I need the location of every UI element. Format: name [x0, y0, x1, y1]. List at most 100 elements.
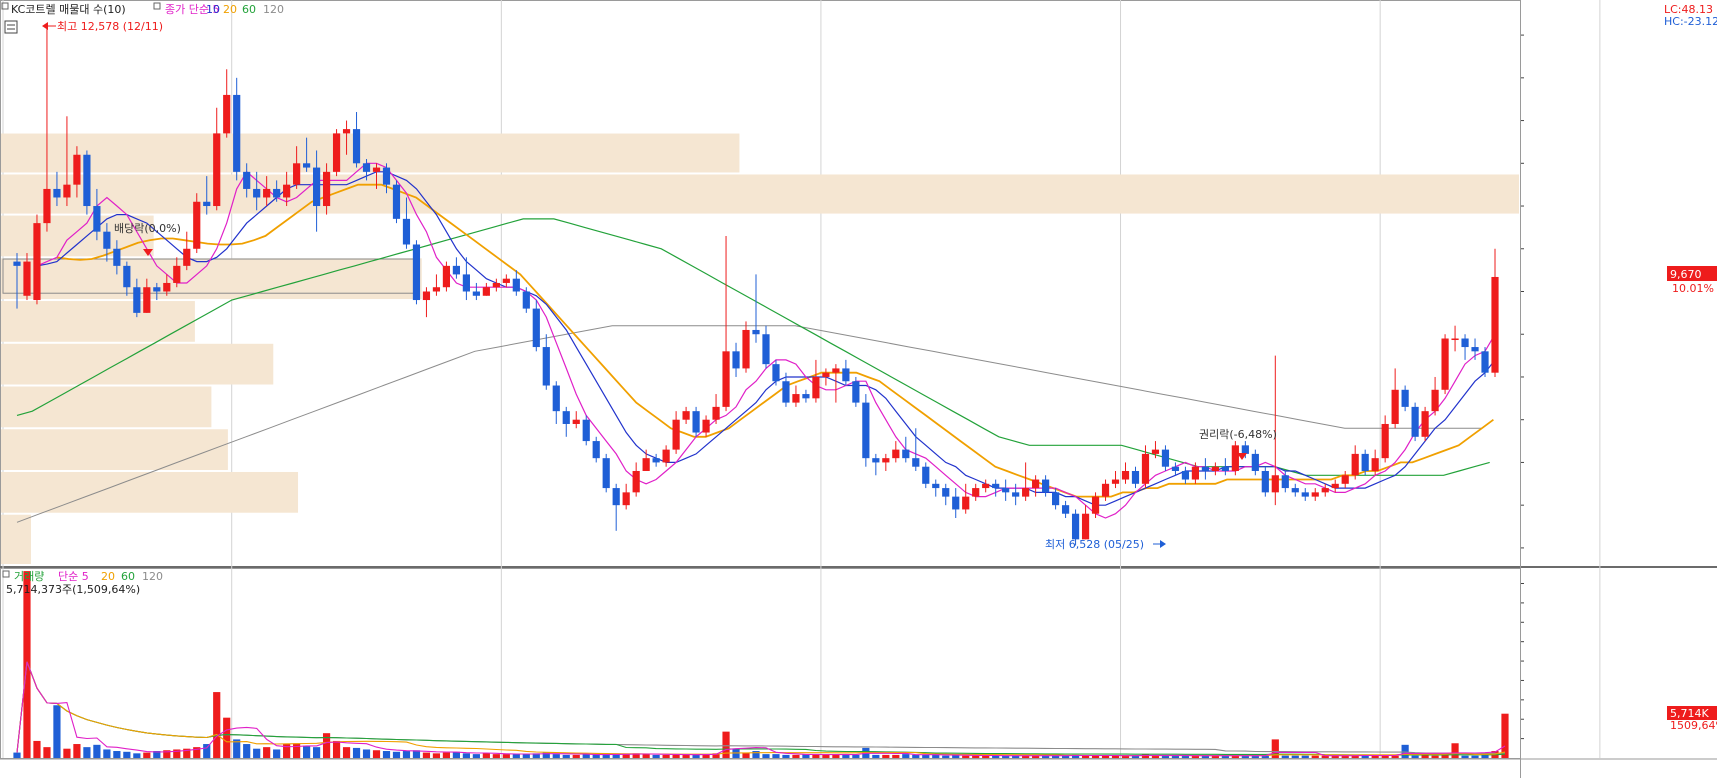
- candle-body: [462, 274, 470, 292]
- candle-body: [1111, 479, 1120, 484]
- volume-bar: [742, 752, 750, 758]
- candle-body: [412, 244, 421, 301]
- ma10-label: 10: [206, 3, 220, 16]
- volume-bar: [183, 748, 191, 758]
- volume-bar: [1381, 755, 1389, 758]
- volume-bar: [1371, 755, 1379, 758]
- candle-body: [852, 381, 860, 403]
- volume-bar: [1341, 755, 1349, 758]
- series-name: KC코트렐 매물대 수(10): [11, 3, 126, 16]
- volume-bar: [442, 752, 451, 758]
- volume-bar: [592, 754, 600, 758]
- volume-bar: [362, 749, 371, 758]
- volume-bar: [63, 748, 71, 758]
- volume-title: 거래량: [14, 570, 44, 583]
- volume-bar: [522, 754, 530, 758]
- candle-body: [1381, 423, 1389, 459]
- volume-bar: [882, 754, 890, 758]
- volume-bar: [263, 747, 271, 758]
- volume-bar: [752, 751, 760, 758]
- volume-bar: [632, 753, 640, 758]
- volume-bar: [1061, 755, 1070, 758]
- volume-bar: [1431, 755, 1439, 758]
- legend-marker-icon: [1, 2, 9, 10]
- volume-bar: [1012, 755, 1020, 758]
- candle-body: [1471, 347, 1479, 352]
- volume-bar: [1241, 755, 1249, 758]
- candle-body: [672, 419, 680, 450]
- ma120-line: [16, 325, 1483, 523]
- volume-bar: [572, 754, 580, 758]
- volume-bar: [1181, 755, 1190, 758]
- table-toggle-icon[interactable]: [4, 20, 18, 34]
- volume-bar: [432, 753, 441, 758]
- volume-bar: [1461, 755, 1469, 758]
- candle-body: [862, 402, 870, 459]
- candle-body: [213, 133, 221, 207]
- volume-bar: [173, 749, 181, 758]
- volume-bar: [1251, 755, 1259, 758]
- volume-bar: [163, 750, 171, 758]
- candle-body: [882, 458, 890, 463]
- volume-bar: [1002, 755, 1010, 758]
- candle-body: [732, 351, 740, 369]
- candle-body: [1012, 492, 1020, 497]
- candle-body: [183, 248, 191, 266]
- volume-current-label: 5,714,373주(1,509,64%): [6, 583, 140, 596]
- candle-body: [1201, 466, 1209, 471]
- candle-body: [123, 265, 131, 288]
- candle-body: [73, 154, 81, 185]
- candle-body: [203, 201, 211, 207]
- volume-bar: [852, 754, 860, 758]
- volume-bar: [133, 753, 141, 758]
- volume-bar: [1501, 713, 1509, 758]
- candle-body: [303, 163, 311, 168]
- volume-bar: [1211, 755, 1219, 758]
- volume-bar: [83, 747, 91, 758]
- candle-body: [1151, 449, 1160, 454]
- volume-bar: [652, 754, 660, 758]
- volume-bar: [1141, 754, 1150, 758]
- volume-bar: [223, 717, 231, 758]
- volume-bar: [642, 754, 650, 758]
- volume-bar: [1221, 755, 1229, 758]
- last-price-tag: [1667, 266, 1717, 281]
- volume-bar: [1321, 755, 1329, 758]
- candle-body: [362, 163, 371, 172]
- volume-bar: [422, 752, 431, 758]
- volume-bar: [692, 754, 700, 758]
- volume-profile-bar: [1, 215, 154, 257]
- volume-bar: [1022, 755, 1030, 758]
- volume-bar: [472, 754, 480, 758]
- candle-body: [253, 188, 261, 198]
- candle-body: [1171, 466, 1180, 471]
- volume-bar: [732, 749, 740, 758]
- high-annotation: 최고 12,578 (12/11): [42, 20, 163, 33]
- volume-bar: [962, 755, 970, 758]
- volume-bar: [812, 754, 820, 758]
- volume-bar: [213, 692, 221, 758]
- candle-body: [1161, 449, 1170, 467]
- volume-bar: [193, 747, 201, 758]
- volume-profile-bar: [1, 174, 1519, 214]
- volume-bar: [1441, 754, 1449, 758]
- volume-bar: [1151, 755, 1160, 758]
- candle-body: [372, 167, 381, 172]
- volume-bar: [1121, 755, 1130, 758]
- candle-body: [1131, 470, 1140, 484]
- candle-body: [422, 291, 431, 301]
- arrow-down-icon: [1237, 453, 1247, 460]
- volume-bar: [143, 752, 151, 758]
- lc-indicator: LC:48.13: [1664, 3, 1713, 16]
- volume-bar: [153, 751, 161, 758]
- volume-bar: [1052, 755, 1060, 758]
- candle-body: [113, 248, 121, 266]
- volume-bar: [562, 754, 570, 758]
- candle-body: [103, 231, 111, 249]
- volume-last-tag: [1667, 706, 1717, 720]
- candle-body: [552, 385, 560, 412]
- volume-bar: [512, 754, 520, 758]
- candle-body: [1091, 496, 1100, 514]
- volume-bar: [552, 754, 560, 758]
